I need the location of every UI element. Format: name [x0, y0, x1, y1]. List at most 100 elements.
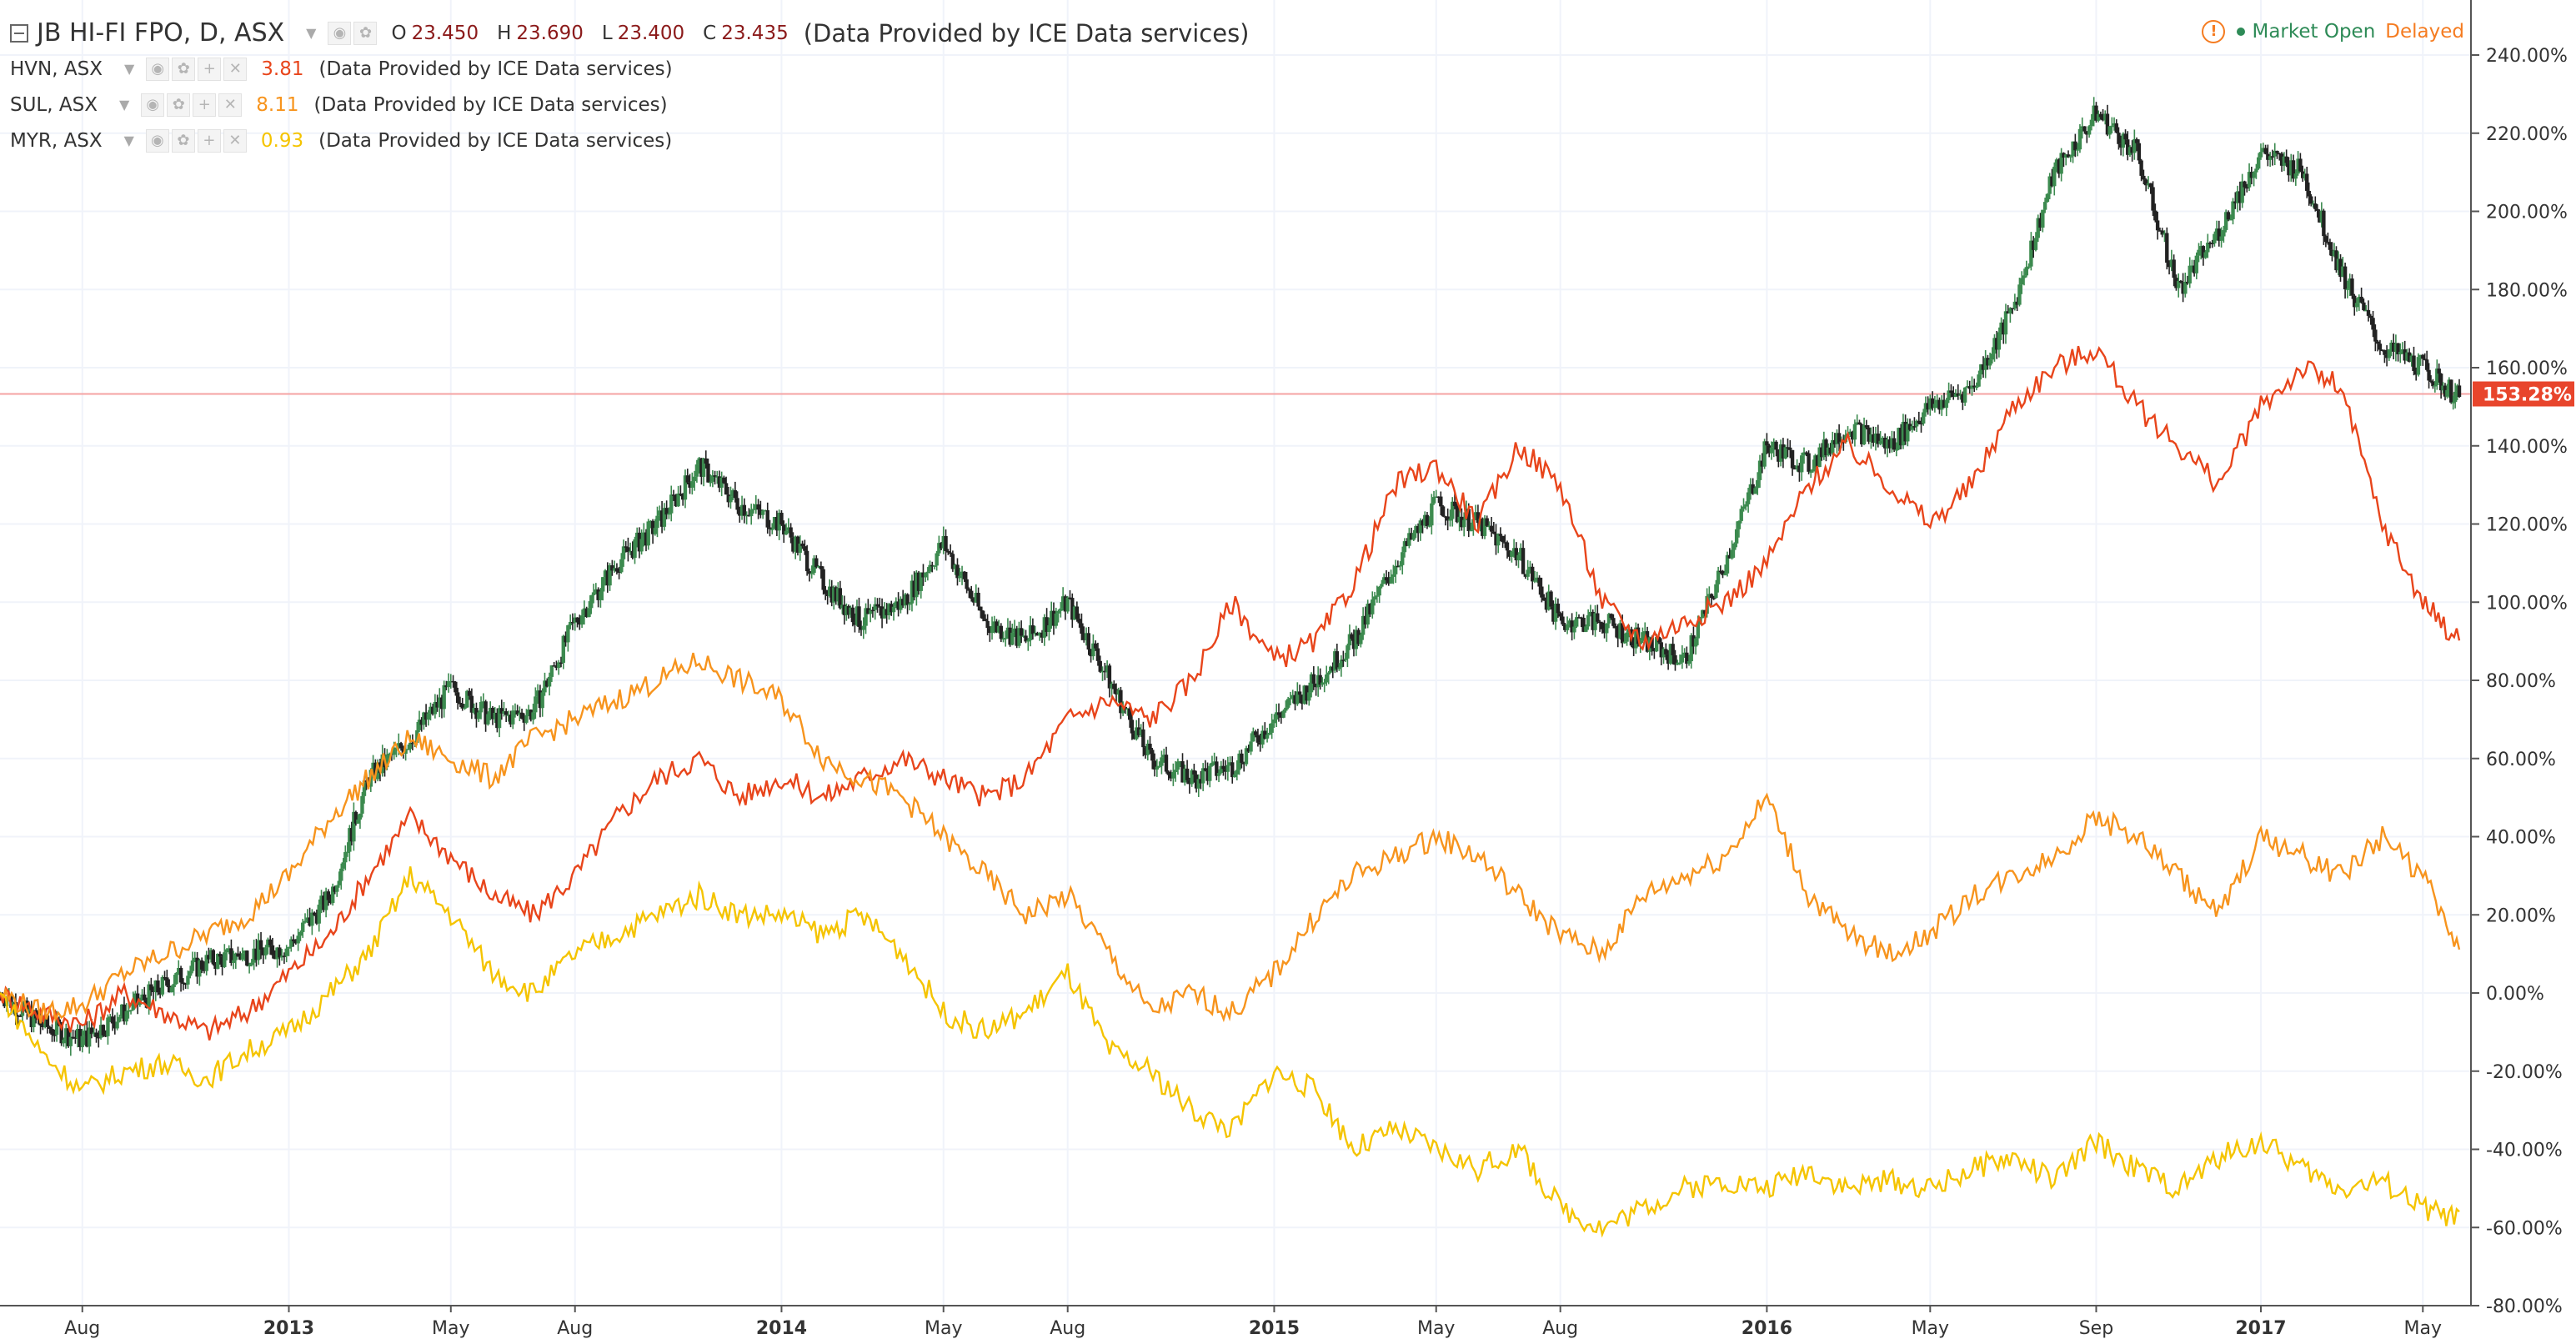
compare-symbol[interactable]: SUL, ASX: [10, 93, 98, 116]
candle-body: [2363, 309, 2368, 312]
candle-body: [1654, 637, 1659, 652]
candle-body: [814, 558, 819, 568]
candle-body: [124, 1011, 128, 1022]
candle-body: [2163, 233, 2167, 235]
candle-body: [308, 917, 312, 926]
compare-symbol[interactable]: MYR, ASX: [10, 129, 103, 152]
candle-body: [719, 477, 724, 488]
candle-body: [2309, 196, 2313, 204]
candle-body: [1267, 732, 1272, 735]
compare-symbol[interactable]: HVN, ASX: [10, 58, 103, 80]
candle-body: [1339, 659, 1344, 668]
gear-icon[interactable]: ✿: [353, 21, 378, 45]
eye-icon[interactable]: ◉: [141, 93, 165, 117]
candle-body: [900, 599, 905, 606]
candle-body: [1659, 642, 1663, 658]
candle-body: [1476, 512, 1481, 524]
candle-body: [2151, 187, 2155, 211]
candle-body: [1288, 698, 1293, 700]
candle-body: [1937, 399, 1942, 410]
candle-body: [1251, 731, 1255, 742]
candle-body: [224, 949, 229, 953]
candle-body: [2334, 250, 2338, 271]
chevron-down-icon[interactable]: ▼: [123, 61, 135, 77]
candle-body: [899, 599, 903, 610]
candle-body: [270, 945, 275, 955]
candle-body: [2146, 183, 2151, 186]
candle-body: [1781, 444, 1786, 459]
candle-body: [1767, 445, 1772, 454]
candle-body: [919, 572, 923, 591]
gear-icon[interactable]: ✿: [167, 93, 191, 117]
chevron-down-icon[interactable]: ▼: [306, 25, 317, 41]
candle-body: [1526, 569, 1530, 577]
candle-body: [875, 604, 880, 607]
candle-body: [535, 690, 540, 697]
candle-body: [2194, 255, 2199, 273]
candle-body: [1691, 634, 1696, 647]
candle-body: [1337, 667, 1341, 669]
candle-body: [1586, 614, 1591, 627]
candle-body: [1746, 492, 1751, 504]
chevron-down-icon[interactable]: ▼: [118, 97, 130, 113]
candle-body: [398, 743, 403, 749]
candle-body: [552, 665, 556, 667]
candle-body: [1523, 574, 1528, 577]
candle-body: [89, 1027, 94, 1035]
candle-body: [798, 543, 802, 553]
eye-icon[interactable]: ◉: [328, 21, 352, 45]
candle-body: [1558, 613, 1562, 617]
candle-body: [323, 891, 328, 910]
candle-body: [133, 993, 138, 1000]
candle-body: [1054, 613, 1058, 626]
close-icon[interactable]: ✕: [223, 57, 248, 81]
plus-icon[interactable]: +: [198, 57, 222, 81]
close-icon[interactable]: ✕: [218, 93, 243, 117]
candle-body: [2022, 275, 2027, 278]
candle-body: [1551, 606, 1556, 622]
candle-body: [1461, 519, 1466, 528]
data-source: (Data Provided by ICE Data services): [313, 93, 668, 116]
collapse-icon[interactable]: [10, 23, 28, 43]
candle-body: [1584, 626, 1588, 632]
candle-body: [1322, 682, 1326, 684]
candle-body: [2130, 147, 2134, 153]
low-value: 23.400: [617, 22, 685, 44]
warning-icon[interactable]: !: [2202, 20, 2226, 43]
candle-body: [1790, 449, 1795, 469]
x-tick-label: Sep: [2079, 1318, 2113, 1339]
candle-body: [1519, 548, 1523, 555]
candle-body: [2153, 210, 2158, 221]
candle-body: [1783, 447, 1787, 459]
candle-body: [401, 748, 406, 755]
candle-body: [333, 886, 337, 892]
candle-body: [710, 475, 715, 482]
candle-body: [923, 572, 928, 578]
close-icon[interactable]: ✕: [223, 128, 247, 153]
candle-body: [513, 710, 518, 712]
delayed-label[interactable]: Delayed: [2385, 21, 2464, 43]
gear-icon[interactable]: ✿: [172, 57, 196, 81]
eye-icon[interactable]: ◉: [146, 57, 170, 81]
plus-icon[interactable]: +: [193, 93, 217, 117]
candle-body: [834, 587, 838, 602]
candle-body: [873, 604, 877, 610]
candle-body: [1080, 623, 1084, 634]
candle-body: [1305, 685, 1309, 701]
plus-icon[interactable]: +: [197, 128, 221, 153]
candle-body: [1291, 695, 1295, 699]
candle-body: [2139, 160, 2143, 176]
candle-body: [1682, 652, 1686, 655]
candle-body: [774, 517, 779, 531]
gear-icon[interactable]: ✿: [171, 128, 195, 153]
candle-body: [1910, 426, 1914, 430]
candle-body: [1398, 564, 1402, 567]
chevron-down-icon[interactable]: ▼: [123, 133, 134, 148]
candle-body: [751, 509, 756, 510]
candle-body: [167, 985, 172, 993]
main-symbol[interactable]: JB HI-FI FPO, D, ASX: [37, 18, 285, 48]
eye-icon[interactable]: ◉: [145, 128, 169, 153]
y-tick-label: 60.00%: [2486, 750, 2556, 770]
